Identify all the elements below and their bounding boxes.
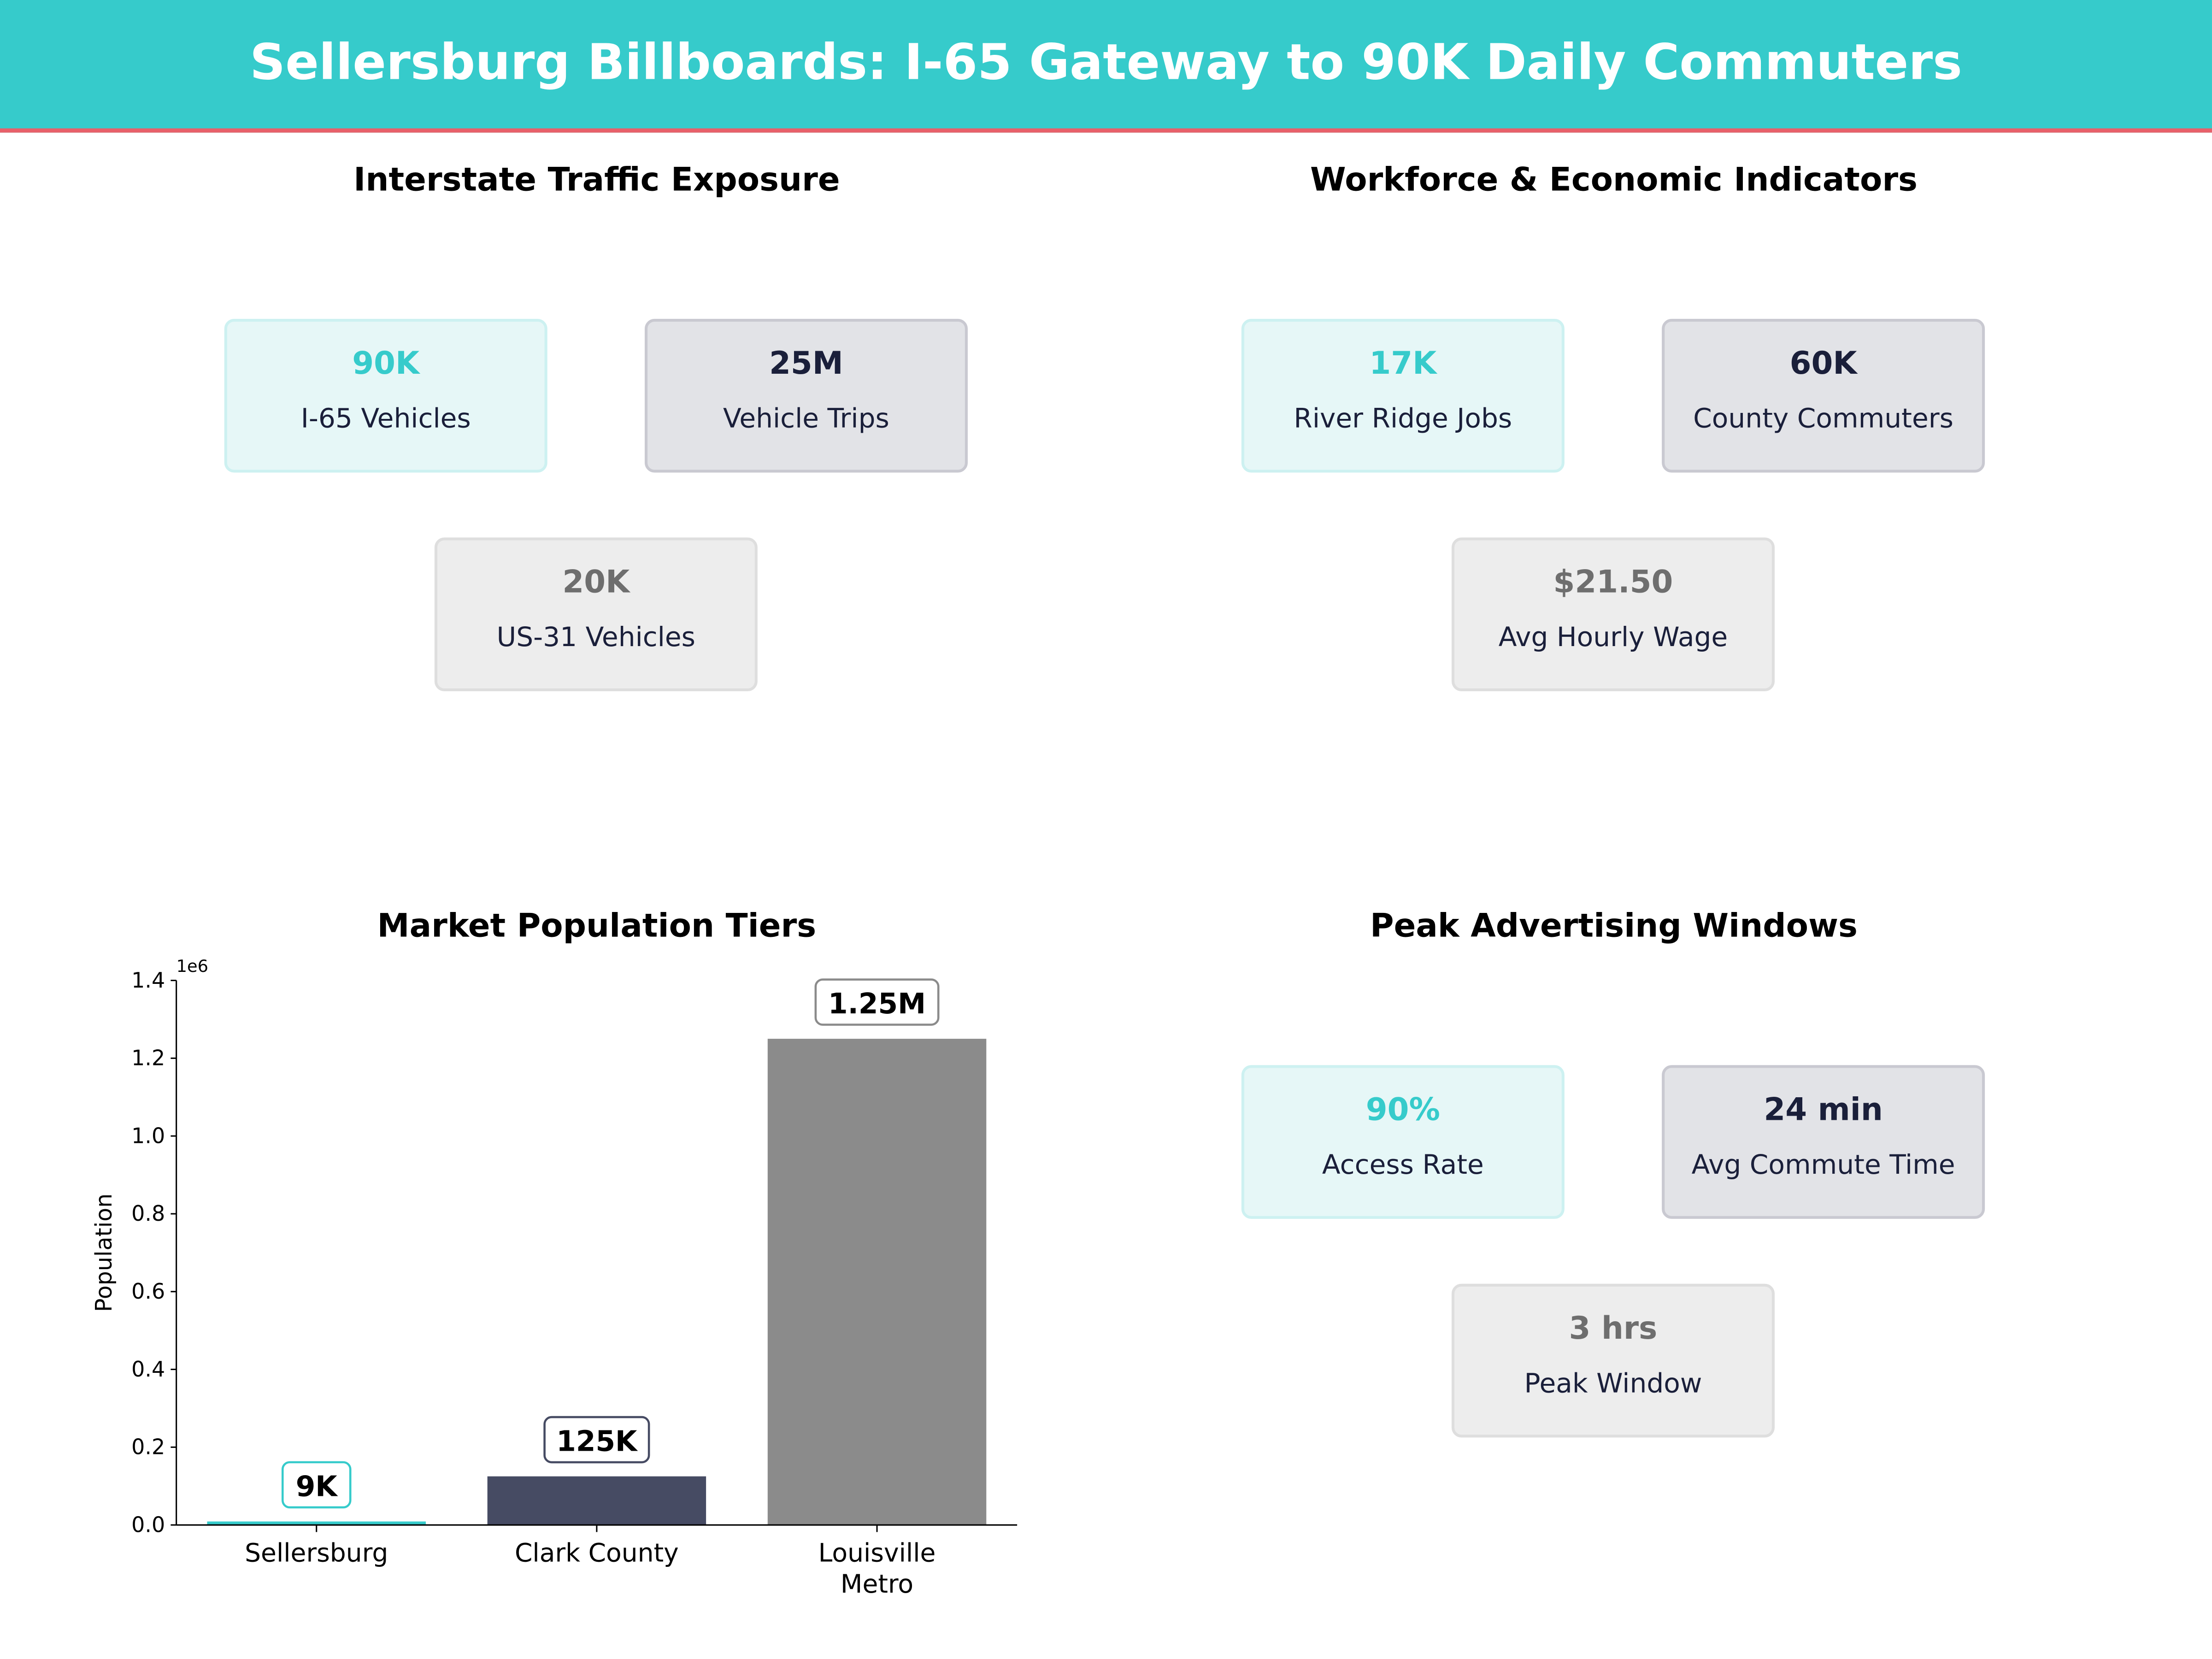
bar <box>207 1521 426 1525</box>
axis-offset-label: 1e6 <box>176 956 208 976</box>
kpi-card: 25M Vehicle Trips <box>644 318 968 473</box>
kpi-value: 25M <box>769 347 843 382</box>
kpi-card: 20K US-31 Vehicles <box>434 537 758 691</box>
header-banner: Sellersburg Billboards: I-65 Gateway to … <box>0 0 2212 133</box>
y-tick-label: 0.0 <box>131 1512 165 1537</box>
kpi-card: 60K County Commuters <box>1662 318 1985 473</box>
y-tick-label: 0.4 <box>131 1357 165 1382</box>
chart-title: Market Population Tiers <box>377 908 817 946</box>
x-tick-label: Sellersburg <box>245 1538 388 1568</box>
kpi-card: 3 hrs Peak Window <box>1451 1283 1775 1438</box>
panel-title-peak: Peak Advertising Windows <box>1370 908 1858 946</box>
data-label: 1.25M <box>828 988 926 1020</box>
bar <box>487 1476 706 1525</box>
x-tick-label: Louisville <box>818 1538 936 1568</box>
kpi-value: $21.50 <box>1553 565 1673 601</box>
kpi-label: Avg Hourly Wage <box>1498 622 1728 653</box>
data-label-box <box>814 978 940 1026</box>
data-label: 125K <box>556 1425 638 1458</box>
kpi-label: Avg Commute Time <box>1691 1149 1955 1181</box>
y-axis-label: Population <box>91 1194 117 1312</box>
kpi-label: Access Rate <box>1322 1149 1484 1181</box>
kpi-label: County Commuters <box>1693 403 1953 435</box>
kpi-card: 17K River Ridge Jobs <box>1241 318 1565 473</box>
kpi-label: US-31 Vehicles <box>496 622 695 653</box>
panel-title-traffic: Interstate Traffic Exposure <box>353 162 840 199</box>
kpi-value: 90% <box>1365 1093 1440 1129</box>
kpi-value: 17K <box>1369 347 1437 382</box>
kpi-card: $21.50 Avg Hourly Wage <box>1451 537 1775 691</box>
page-title: Sellersburg Billboards: I-65 Gateway to … <box>250 35 1962 92</box>
y-tick-label: 0.6 <box>131 1279 165 1304</box>
x-tick-label: Metro <box>841 1569 913 1599</box>
kpi-card: 90K I-65 Vehicles <box>224 318 547 473</box>
kpi-value: 3 hrs <box>1569 1312 1658 1347</box>
data-label: 9K <box>296 1470 339 1503</box>
kpi-value: 60K <box>1789 347 1857 382</box>
data-label-box <box>281 1461 352 1509</box>
bar <box>767 1039 987 1525</box>
kpi-value: 24 min <box>1764 1093 1883 1129</box>
y-tick-label: 0.8 <box>131 1201 165 1226</box>
y-tick-label: 1.2 <box>131 1046 165 1071</box>
kpi-card: 24 min Avg Commute Time <box>1662 1065 1985 1219</box>
kpi-value: 20K <box>562 565 630 601</box>
panel-title-workforce: Workforce & Economic Indicators <box>1310 162 1918 199</box>
kpi-label: I-65 Vehicles <box>300 403 471 435</box>
x-tick-label: Clark County <box>515 1538 679 1568</box>
data-label-box <box>543 1416 650 1464</box>
y-tick-label: 1.0 <box>131 1123 165 1148</box>
kpi-label: Peak Window <box>1524 1368 1702 1400</box>
kpi-card: 90% Access Rate <box>1241 1065 1565 1219</box>
y-tick-label: 0.2 <box>131 1435 165 1459</box>
kpi-label: Vehicle Trips <box>723 403 889 435</box>
kpi-label: River Ridge Jobs <box>1294 403 1512 435</box>
y-tick-label: 1.4 <box>131 968 165 993</box>
kpi-value: 90K <box>352 347 420 382</box>
